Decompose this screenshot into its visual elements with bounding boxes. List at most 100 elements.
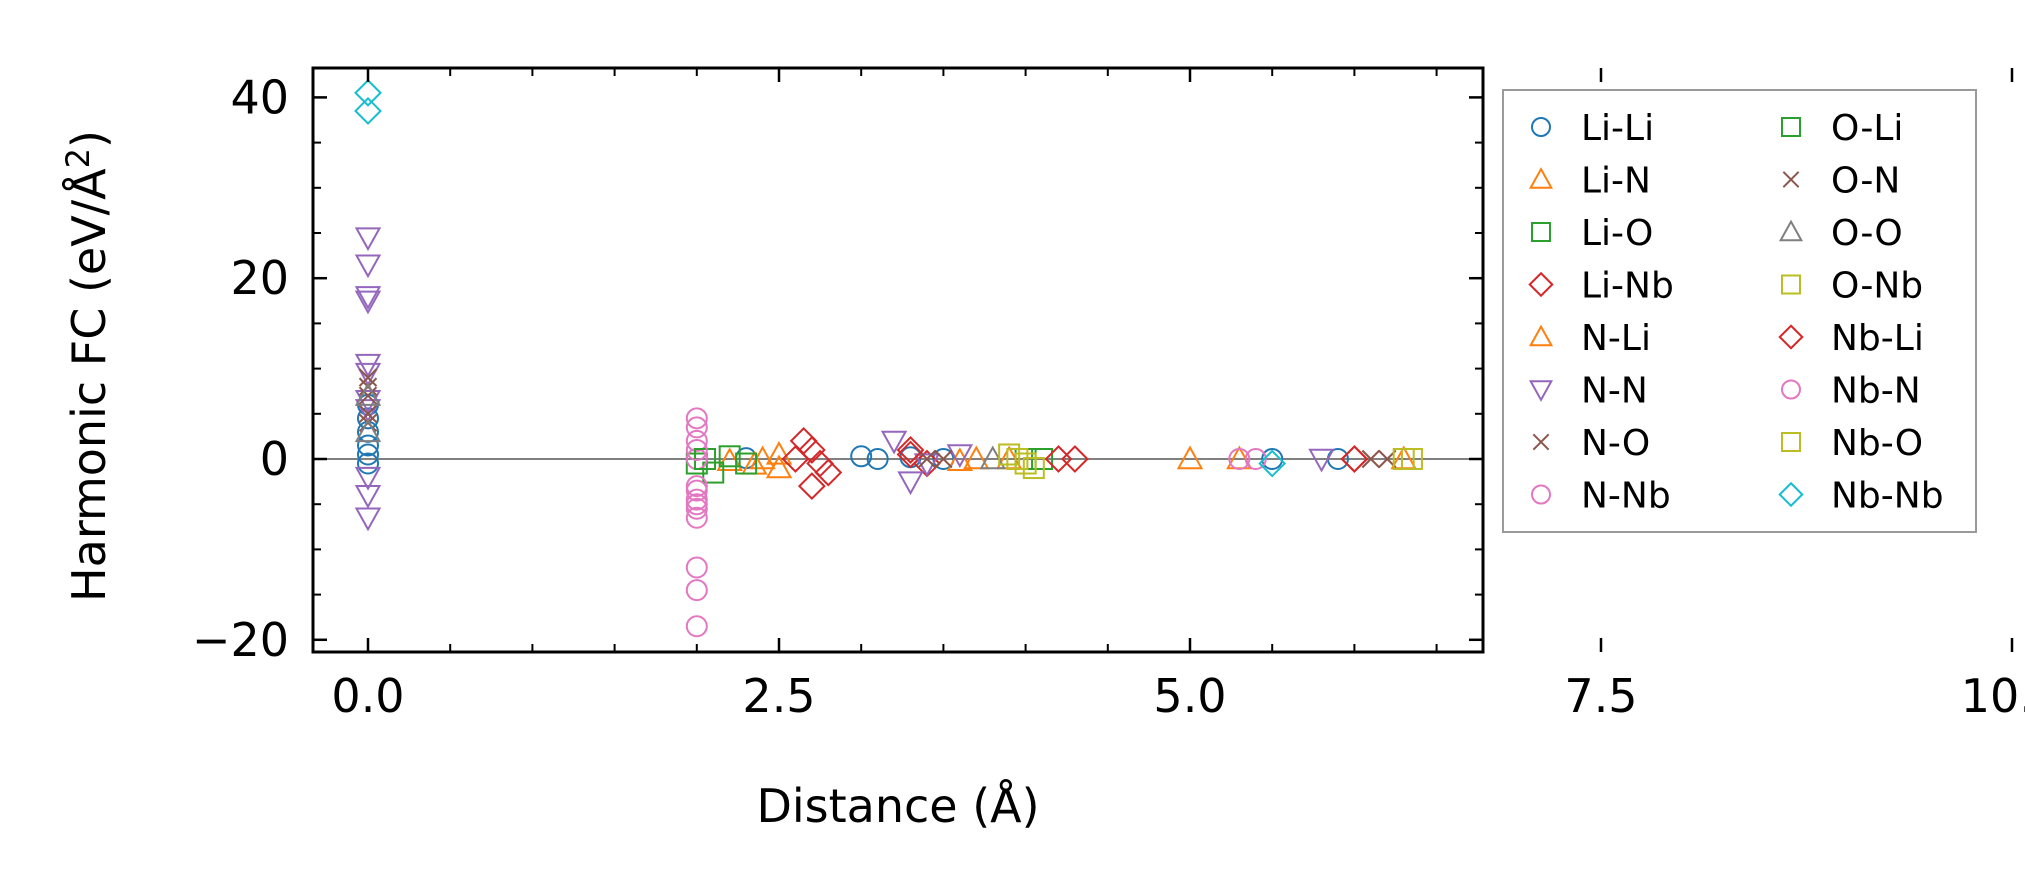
legend-item: O-Li — [1781, 108, 1903, 149]
legend-label: Li-N — [1581, 161, 1651, 202]
data-point — [2018, 449, 2025, 469]
legend-marker — [1782, 171, 1800, 188]
series-nb-n — [685, 438, 1251, 516]
legend-item: O-Nb — [1781, 266, 1923, 307]
data-point — [866, 448, 889, 470]
legend-marker — [1528, 271, 1554, 298]
data-point — [354, 507, 382, 532]
legend-item: Nb-Nb — [1778, 476, 1944, 517]
legend-frame — [1502, 89, 1977, 533]
data-point — [1986, 449, 2006, 469]
data-point — [354, 466, 382, 491]
data-point — [1361, 449, 1381, 469]
legend-marker — [1781, 432, 1801, 452]
data-point — [685, 407, 708, 430]
axes-frame — [311, 66, 1485, 654]
legend-marker — [1781, 117, 1801, 137]
series-nb-o — [1006, 448, 1423, 480]
data-point — [685, 493, 708, 516]
data-point — [1022, 457, 1045, 480]
data-point — [685, 556, 708, 579]
data-point — [358, 413, 378, 433]
legend-label: N-Nb — [1581, 476, 1671, 517]
legend-marker — [1531, 484, 1551, 505]
legend-marker — [1528, 380, 1554, 402]
legend-label: O-O — [1831, 213, 1903, 254]
legend-item: N-Nb — [1531, 476, 1671, 517]
data-point — [1228, 448, 1251, 470]
data-point — [685, 579, 708, 602]
series-o-n — [358, 377, 1397, 469]
series-nb-li — [781, 436, 1369, 487]
legend-item: N-N — [1528, 371, 1648, 412]
data-point — [797, 472, 826, 501]
data-point — [354, 353, 382, 378]
series-n-o — [358, 368, 1381, 469]
legend: Li-Li Li-N Li-O Li-Nb N-Li N-N N-O N-Nb O-Li O-N O… — [1502, 89, 1977, 533]
data-point — [781, 445, 810, 473]
data-point — [685, 416, 708, 439]
data-point — [358, 377, 378, 396]
data-point — [354, 399, 382, 423]
y-axis-label-superscript: 2 — [59, 148, 97, 168]
legend-label: O-Li — [1831, 108, 1903, 149]
data-point — [685, 506, 708, 529]
legend-label: N-O — [1581, 423, 1650, 464]
legend-marker — [1531, 222, 1551, 242]
x-tick-label: 7.5 — [1564, 669, 1637, 723]
data-point — [814, 458, 843, 487]
legend-label: Li-O — [1581, 213, 1653, 254]
plot-markers — [313, 78, 2025, 638]
legend-item: Nb-Li — [1778, 318, 1924, 359]
data-point — [354, 484, 382, 509]
data-point — [789, 427, 818, 455]
legend-item: Nb-N — [1781, 371, 1921, 412]
x-tick-label: 2.5 — [742, 669, 815, 723]
legend-label: Nb-Li — [1831, 318, 1924, 359]
data-point — [685, 615, 708, 638]
y-axis-label: Harmonic FC (eV/Å2) — [59, 130, 116, 602]
data-point — [1014, 452, 1037, 475]
data-point — [917, 449, 937, 469]
data-point — [357, 443, 379, 466]
legend-item: Nb-O — [1781, 423, 1923, 464]
legend-marker — [1531, 117, 1551, 137]
data-point — [897, 471, 924, 496]
legend-label: N-N — [1581, 371, 1648, 412]
x-axis-label: Distance (Å) — [756, 779, 1039, 833]
legend-item: Li-O — [1531, 213, 1653, 254]
legend-item: Li-N — [1528, 161, 1651, 202]
data-point — [357, 452, 379, 475]
legend-marker — [1781, 379, 1801, 400]
y-tick-label: 20 — [230, 251, 289, 305]
legend-item: Li-Li — [1531, 108, 1654, 149]
data-point — [1261, 448, 1284, 470]
y-axis-label-main: Harmonic FC (eV/Å — [62, 168, 116, 602]
data-point — [685, 429, 708, 452]
legend-marker — [1528, 167, 1554, 189]
x-tick-label: 5.0 — [1153, 669, 1226, 723]
legend-label: N-Li — [1581, 318, 1651, 359]
legend-item: N-O — [1532, 423, 1650, 464]
legend-label: Li-Nb — [1581, 266, 1674, 307]
y-tick-label: 0 — [260, 432, 289, 486]
data-point — [354, 362, 382, 387]
data-point — [354, 254, 382, 279]
data-point — [1258, 449, 1287, 478]
legend-marker — [1778, 219, 1804, 242]
data-point — [735, 452, 758, 475]
data-point — [357, 434, 379, 457]
data-point — [354, 382, 382, 406]
data-point — [765, 454, 793, 479]
data-point — [354, 227, 382, 252]
legend-item: N-Li — [1528, 318, 1651, 359]
series-nb-nb — [354, 78, 1287, 478]
data-point — [354, 418, 382, 443]
legend-label: Nb-Nb — [1831, 476, 1944, 517]
data-point — [357, 407, 379, 430]
y-tick-label: −20 — [192, 613, 289, 667]
legend-label: Nb-N — [1831, 371, 1921, 412]
data-point — [358, 404, 378, 424]
x-tick-label: 0.0 — [331, 669, 404, 723]
